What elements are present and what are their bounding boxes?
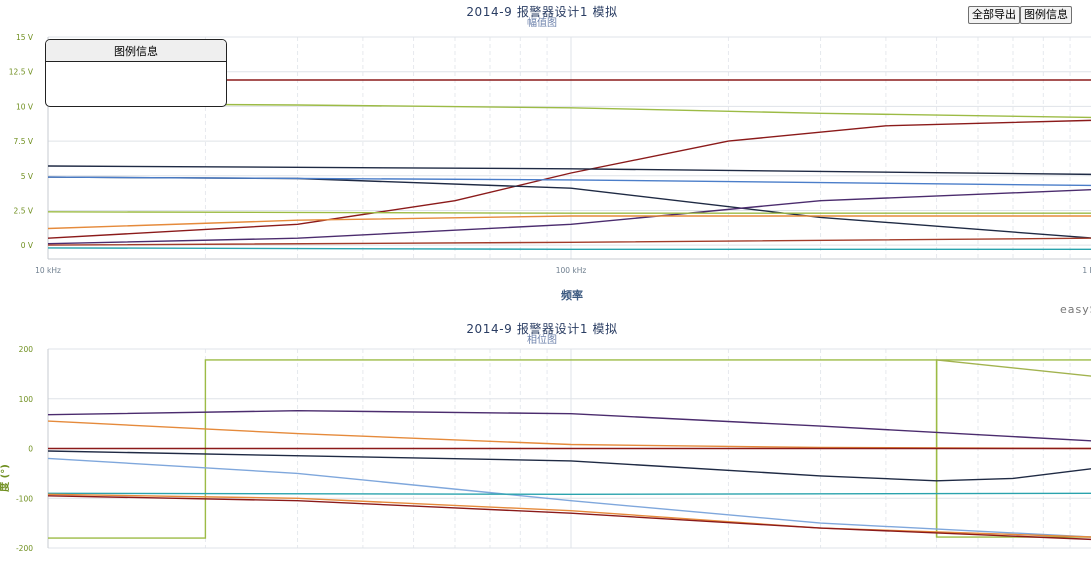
x-tick-label: 100 kHz — [556, 266, 587, 275]
series-line — [47, 409, 1091, 442]
x-tick-label: 1 MHz — [1082, 266, 1091, 275]
legend-info-panel: 图例信息 — [45, 39, 227, 107]
series-line — [47, 215, 1091, 230]
series-line — [47, 165, 1091, 176]
series-line — [935, 359, 1091, 538]
series-line — [47, 495, 1091, 541]
y-tick-label: 200 — [19, 345, 34, 354]
y-tick-label: 0 V — [21, 241, 34, 250]
y-tick-label: 0 — [28, 445, 33, 454]
phase-chart: 2014-9 报警器设计1 模拟 相位图 -200 -100 0 100 200 度 (… — [0, 321, 1091, 553]
export-all-button[interactable]: 全部导出 — [968, 6, 1020, 24]
magnitude-x-axis-label: 频率 — [561, 288, 583, 302]
phase-chart-subtitle: 相位图 — [527, 333, 557, 346]
series-line — [936, 359, 1091, 377]
series-line — [47, 492, 1091, 496]
series-line — [47, 450, 1091, 482]
series-line — [47, 237, 1091, 246]
y-tick-label: 2.5 V — [14, 206, 34, 215]
legend-info-title: 图例信息 — [46, 40, 226, 62]
legend-info-button[interactable]: 图例信息 — [1020, 6, 1072, 24]
series-line — [47, 211, 1091, 214]
y-tick-label: 15 V — [16, 33, 34, 42]
x-tick-label: 10 kHz — [35, 266, 61, 275]
magnitude-chart: 2014-9 报警器设计1 模拟 幅值图 0 V 2.5 V 5 V 7.5 V 10 … — [9, 4, 1091, 316]
y-tick-label: 12.5 V — [9, 68, 34, 77]
chart-toolbar: 全部导出 图例信息 — [968, 6, 1072, 24]
series-line — [47, 176, 1091, 187]
series-line — [47, 247, 1091, 251]
y-tick-label: 5 V — [21, 172, 34, 181]
series-line — [47, 189, 1091, 245]
phase-chart-title: 2014-9 报警器设计1 模拟 — [466, 321, 617, 336]
phase-y-axis-label: 度 (°) — [0, 464, 11, 492]
series-line — [47, 420, 1091, 450]
series-line — [47, 493, 1091, 538]
magnitude-chart-subtitle: 幅值图 — [527, 16, 557, 29]
series-line — [47, 457, 1091, 538]
y-tick-label: -100 — [16, 494, 33, 503]
y-tick-label: 7.5 V — [14, 137, 34, 146]
y-tick-label: 10 V — [16, 102, 34, 111]
credit-text: easyS — [1060, 303, 1091, 316]
magnitude-chart-title: 2014-9 报警器设计1 模拟 — [466, 4, 617, 19]
y-tick-label: -200 — [16, 544, 33, 553]
y-tick-label: 100 — [19, 395, 34, 404]
series-line — [47, 119, 1091, 239]
series-line — [48, 359, 1091, 539]
